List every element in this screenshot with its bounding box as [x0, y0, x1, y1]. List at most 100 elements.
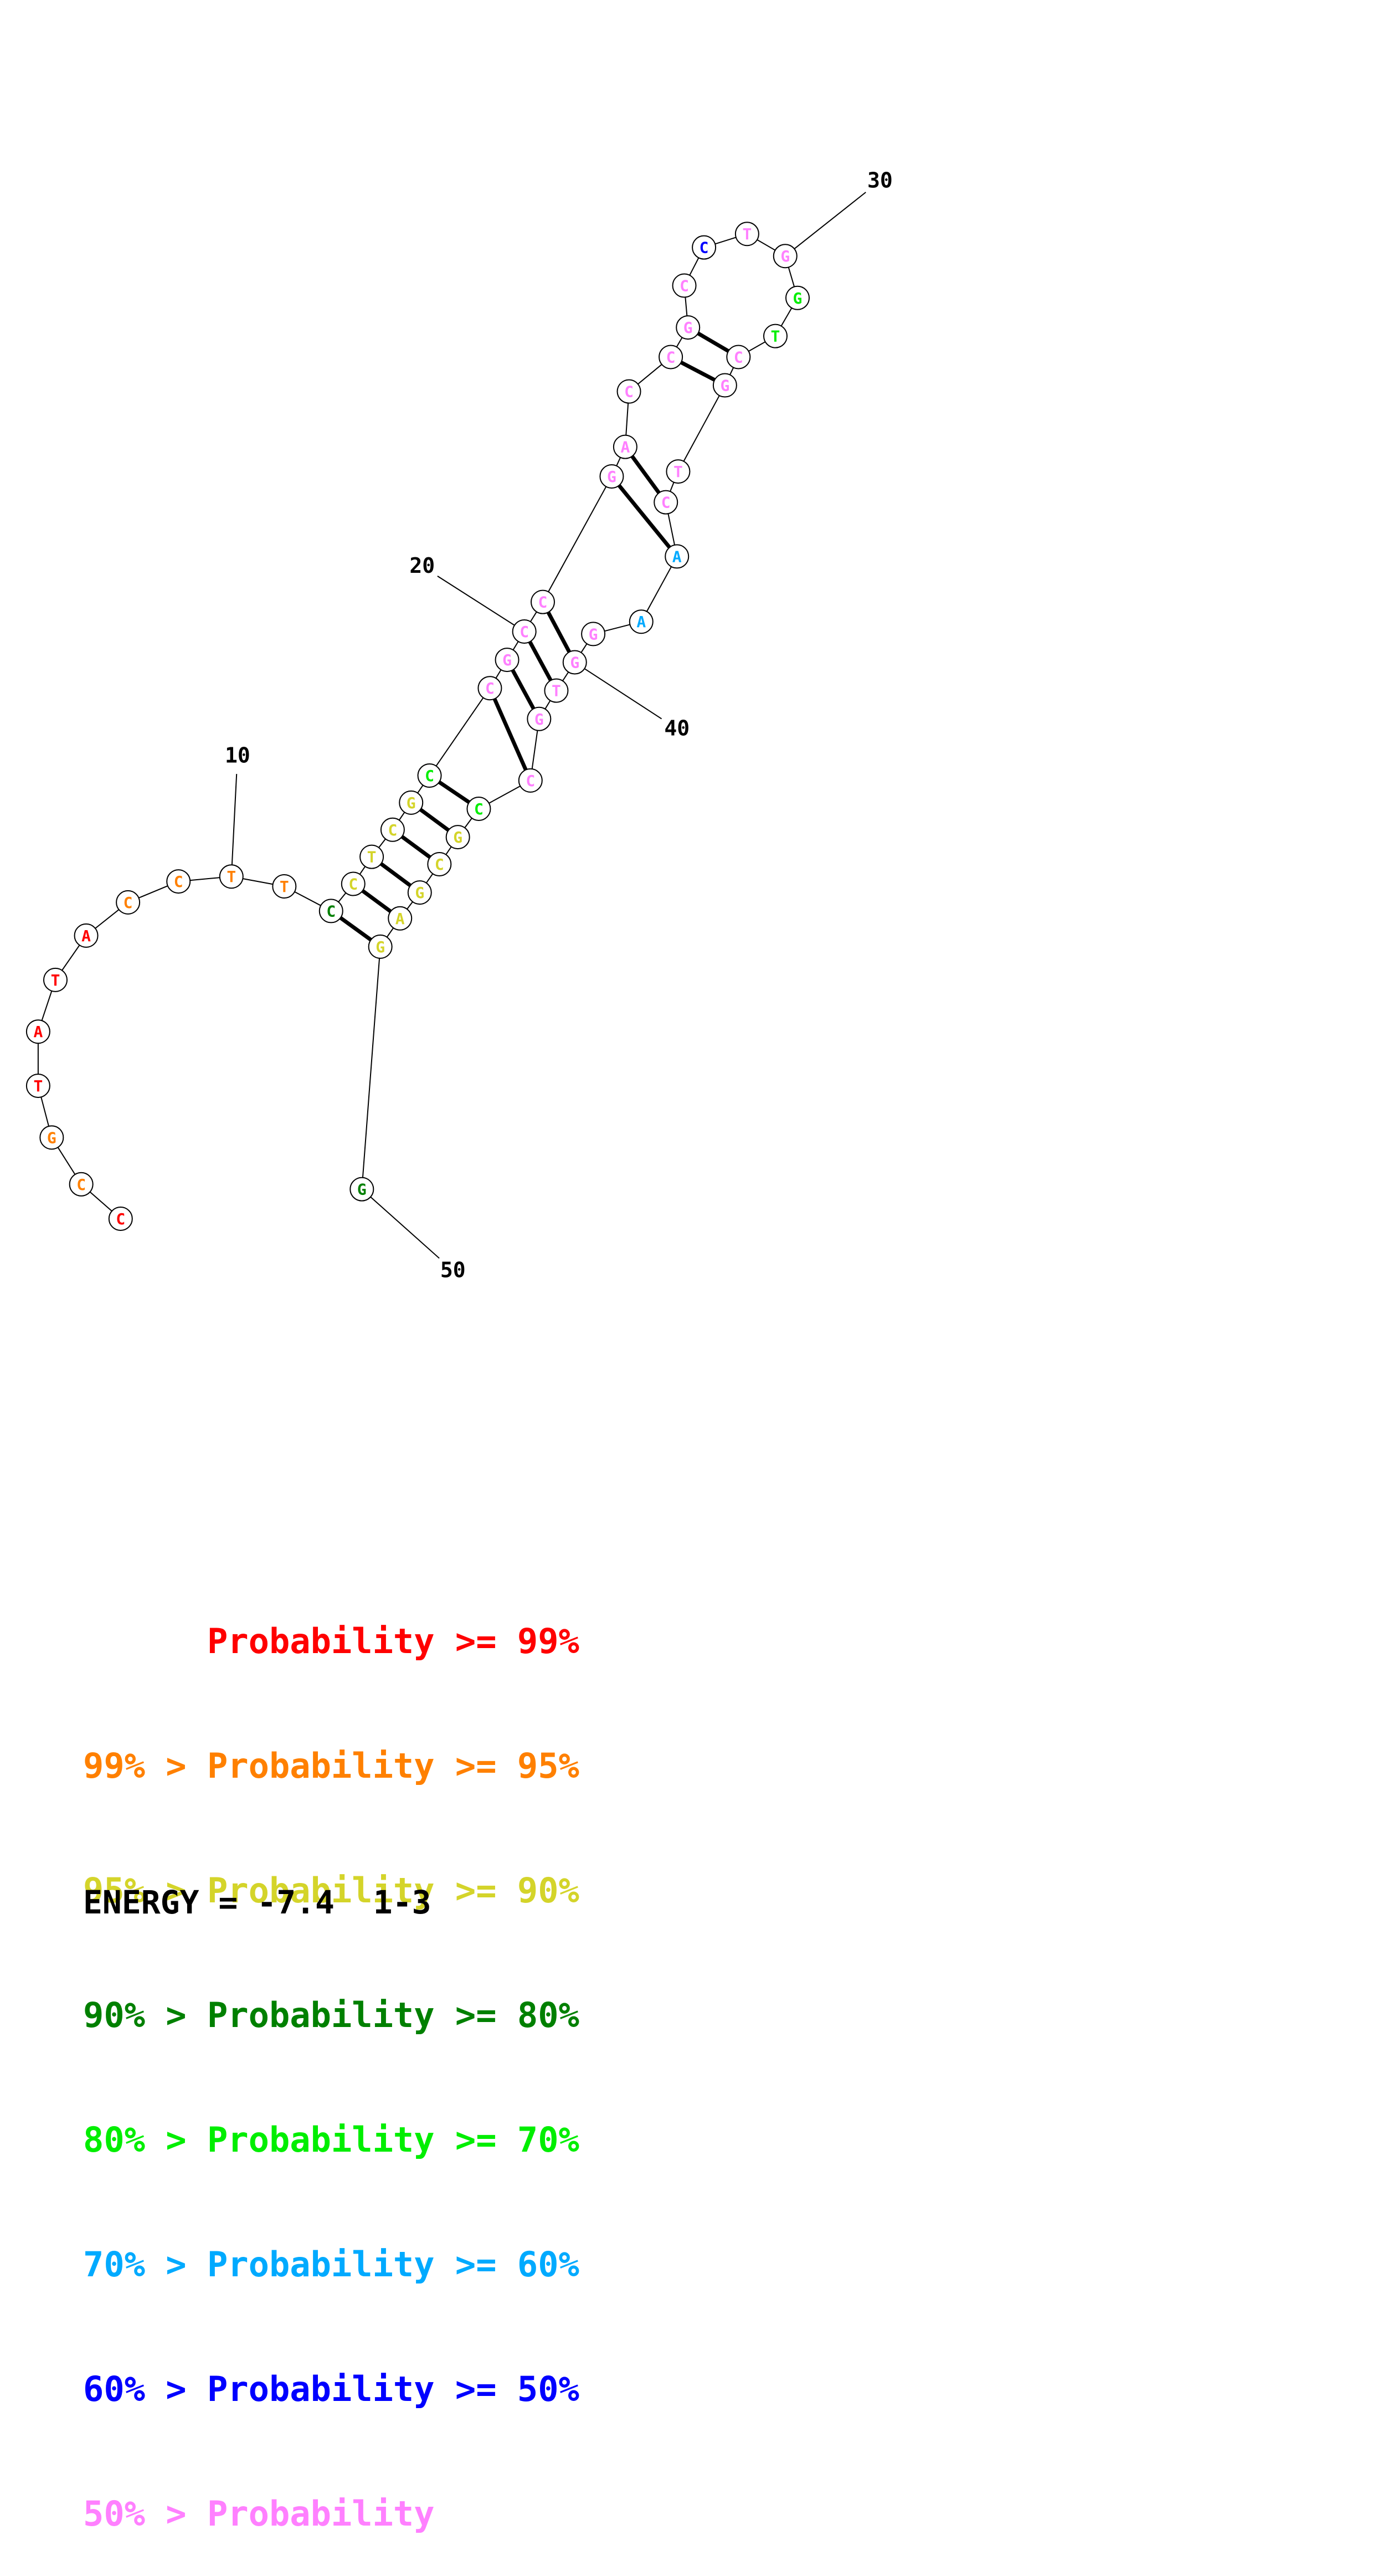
nucleotide: A [613, 434, 637, 459]
nucleotide-letter: C [124, 894, 133, 912]
nucleotide: G [445, 825, 470, 850]
position-label: 30 [867, 168, 893, 193]
nucleotide-circle [659, 345, 683, 370]
nucleotide: T [734, 222, 759, 247]
nucleotide-letter: C [526, 772, 535, 790]
legend-line: Probability >= 99% [83, 1621, 579, 1661]
nucleotide: G [399, 790, 424, 815]
nucleotide-letter: T [742, 225, 752, 243]
nucleotide-letter: G [453, 828, 462, 846]
nucleotide-circle [692, 235, 717, 260]
nucleotide-circle [773, 244, 798, 269]
nucleotide: C [341, 871, 366, 896]
position-tick-line [785, 192, 866, 257]
nucleotide: C [166, 869, 191, 894]
nucleotide-letter: C [485, 679, 495, 697]
nucleotide-circle [726, 345, 751, 370]
nucleotide-letter: T [367, 848, 377, 866]
nucleotide-letter: T [51, 971, 60, 989]
probability-legend: Probability >= 99% 99% > Probability >= … [83, 1537, 579, 2576]
nucleotide-circle [69, 1172, 94, 1197]
nucleotide-letter: A [33, 1023, 43, 1041]
nucleotide-circle [665, 544, 690, 569]
position-ticks: 10 20 30 40 50 [225, 168, 893, 1282]
legend-line: 50% > Probability [83, 2493, 435, 2534]
nucleotide: G [581, 622, 606, 646]
nucleotide: C [530, 589, 555, 614]
nucleotide-circle [676, 315, 701, 340]
position-tick-line [361, 1188, 440, 1259]
nucleotide-circle [108, 1206, 133, 1231]
nucleotide-letter: T [227, 868, 236, 886]
nucleotide-letter: A [81, 927, 91, 945]
nucleotide-circle [219, 864, 244, 889]
nucleotide-circle [407, 880, 432, 905]
nucleotide: T [763, 324, 788, 348]
nucleotide-circle [495, 648, 520, 673]
nucleotide-letter: C [76, 1176, 86, 1194]
base-pair-bond [488, 687, 532, 782]
nucleotide-letter: C [666, 348, 676, 366]
nucleotide-letter: G [793, 289, 803, 307]
nucleotide: A [388, 906, 413, 931]
nucleotide-circle [616, 379, 641, 404]
nucleotide-letter: G [534, 710, 544, 728]
nucleotide-letter: C [700, 239, 709, 257]
nucleotide-letter: C [661, 494, 671, 512]
nucleotide-letter: T [33, 1077, 43, 1095]
legend-line: 80% > Probability >= 70% [83, 2120, 579, 2160]
nucleotide: G [562, 650, 587, 675]
nucleotide-circle [763, 324, 788, 348]
nucleotide-letter: C [435, 855, 444, 874]
base-pair-bond [610, 475, 678, 558]
nucleotide-circle [341, 871, 366, 896]
nucleotide: C [108, 1206, 133, 1231]
backbone-link [640, 556, 678, 622]
nucleotide: G [368, 934, 393, 959]
nucleotide-letter: C [680, 277, 689, 295]
nucleotide: G [349, 1177, 374, 1202]
nucleotide: C [116, 890, 141, 915]
nucleotide: C [672, 273, 697, 298]
nucleotide: C [427, 851, 452, 876]
nucleotide-letter: C [520, 623, 529, 641]
backbone-link [361, 946, 381, 1189]
nucleotide: G [495, 648, 520, 673]
legend-line: 95% > Probability >= 90% [83, 1870, 579, 1911]
nucleotide-circle [43, 967, 68, 992]
nucleotide-letter: G [407, 794, 416, 812]
nucleotide-letter: G [780, 247, 790, 265]
nucleotide-circle [629, 609, 654, 634]
backbone-link [677, 385, 726, 472]
nucleotide-circle [512, 619, 537, 644]
nucleotide-circle [734, 222, 759, 247]
nucleotide-letter: C [474, 800, 484, 818]
nucleotide-circle [581, 622, 606, 646]
nucleotide-letter: A [620, 438, 630, 456]
nucleotide-circle [318, 899, 343, 923]
backbone-link [429, 687, 491, 776]
nucleotide-letter: G [589, 625, 598, 643]
nucleotide-letter: C [348, 875, 358, 894]
nucleotide-circle [74, 923, 99, 948]
nucleotide-letter: G [376, 938, 385, 956]
nucleotide-circle [359, 844, 384, 869]
nucleotide-letter: C [116, 1210, 125, 1228]
nucleotide: G [785, 285, 810, 310]
nucleotide-circle [427, 851, 452, 876]
position-label: 50 [440, 1258, 466, 1282]
position-tick-line [574, 661, 662, 720]
nucleotide-letter: T [280, 878, 289, 896]
legend-line: 99% > Probability >= 95% [83, 1746, 579, 1786]
nucleotide: C [69, 1172, 94, 1197]
position-label: 10 [225, 743, 250, 767]
nucleotide-letter: G [415, 884, 424, 902]
nucleotide: T [272, 874, 297, 899]
nucleotide-letter: C [425, 767, 434, 785]
nucleotide: A [629, 609, 654, 634]
nucleotide-circle [672, 273, 697, 298]
legend-line: 90% > Probability >= 80% [83, 1995, 579, 2035]
nucleotide-circle [349, 1177, 374, 1202]
